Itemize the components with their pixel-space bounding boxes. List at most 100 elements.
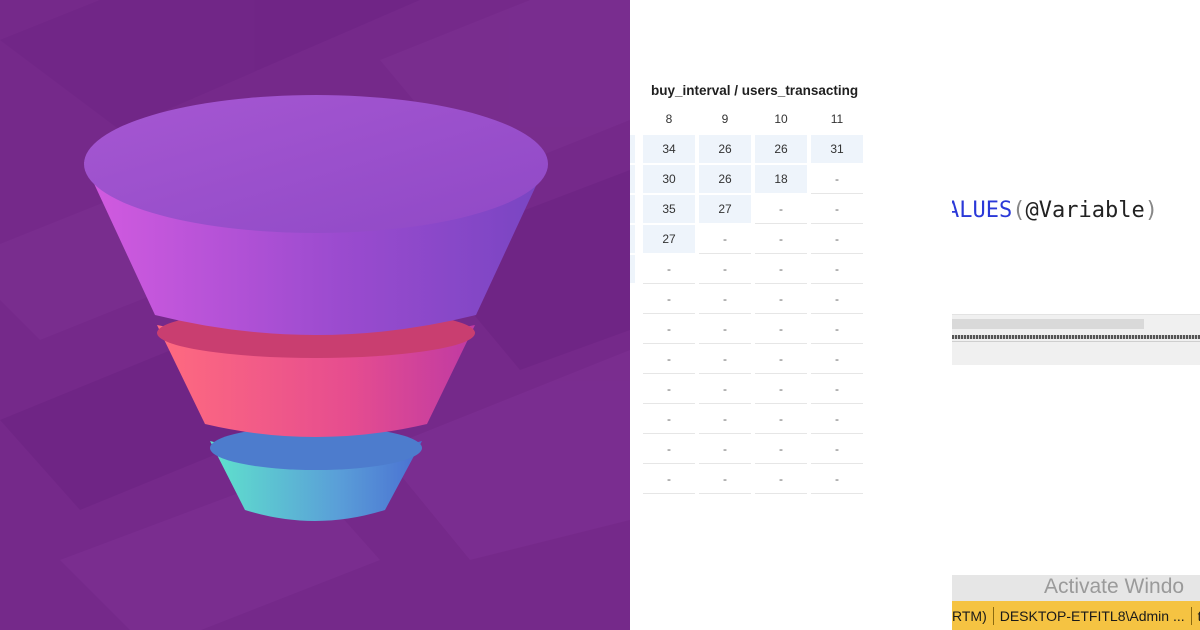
table-cell: - <box>755 285 807 314</box>
table-cell: - <box>811 465 863 494</box>
funnel-illustration <box>0 0 630 630</box>
row-edge <box>630 345 635 373</box>
table-cell: - <box>755 375 807 404</box>
scrollbar-thumb[interactable] <box>952 319 1144 329</box>
column-header[interactable]: 10 <box>774 112 788 126</box>
table-cell: - <box>699 285 751 314</box>
status-trailing: t <box>1197 607 1200 624</box>
column-header[interactable]: 11 <box>830 112 844 126</box>
table-cell: 27 <box>699 195 751 223</box>
status-separator <box>1190 607 1192 626</box>
funnel-graphic <box>0 0 630 630</box>
table-cell: - <box>699 315 751 344</box>
table-cell: - <box>643 465 695 494</box>
table-cell: - <box>811 435 863 464</box>
table-cell: - <box>811 255 863 284</box>
table-cell: - <box>811 195 863 224</box>
table-cell: - <box>643 345 695 374</box>
table-cell: - <box>755 435 807 464</box>
activate-windows-watermark: Activate Windo <box>1044 575 1185 598</box>
splitter-line[interactable] <box>952 335 1200 339</box>
table-cell: 27 <box>643 225 695 253</box>
row-edge <box>630 135 635 163</box>
table-cell: - <box>755 255 807 284</box>
status-bar: RTM) DESKTOP-ETFITL8\Admin ... t <box>952 601 1200 630</box>
row-edge <box>630 285 635 313</box>
table-cell: 30 <box>643 165 695 193</box>
table-row: ---- <box>635 435 867 464</box>
table-title: buy_interval / users_transacting <box>651 83 859 98</box>
table-header-row: 8 9 10 11 <box>635 105 867 133</box>
column-header[interactable]: 8 <box>665 112 673 126</box>
table-cell: - <box>755 195 807 224</box>
table-row: ---- <box>635 285 867 314</box>
table-cell: - <box>643 375 695 404</box>
table-cell: - <box>811 285 863 314</box>
row-edge <box>630 435 635 463</box>
table-cell: - <box>755 225 807 254</box>
background-pattern <box>0 0 630 630</box>
table-cell: 34 <box>643 135 695 163</box>
table-cell: - <box>811 375 863 404</box>
close-paren: ) <box>1144 198 1158 223</box>
table-cell: 18 <box>755 165 807 193</box>
table-row: ---- <box>635 405 867 434</box>
table-cell: - <box>643 405 695 434</box>
table-cell: - <box>699 375 751 404</box>
row-edge <box>630 165 635 193</box>
table-cell: - <box>755 405 807 434</box>
table-cell: 31 <box>811 135 863 163</box>
table-cell: 26 <box>699 135 751 163</box>
table-cell: - <box>811 345 863 374</box>
row-edge <box>630 225 635 253</box>
funnel-bottom-cap <box>210 426 422 470</box>
table-cell: - <box>699 405 751 434</box>
table-cell: - <box>699 225 751 254</box>
code-line[interactable]: ALUES(@Variable) <box>952 198 1158 223</box>
table-cell: - <box>811 315 863 344</box>
table-cell: - <box>643 435 695 464</box>
table-row: ---- <box>630 255 867 284</box>
table-cell: 26 <box>699 165 751 193</box>
status-version: RTM) <box>952 607 987 624</box>
table-row: ---- <box>635 375 867 404</box>
table-cell: - <box>755 465 807 494</box>
table-cell: - <box>643 315 695 344</box>
table-cell: - <box>699 465 751 494</box>
table-cell: - <box>755 345 807 374</box>
row-edge <box>630 465 635 493</box>
table-cell: - <box>811 225 863 254</box>
row-edge <box>630 195 635 223</box>
row-edge <box>630 405 635 433</box>
table-cell: - <box>699 255 751 284</box>
table-row: ---- <box>635 315 867 344</box>
row-edge <box>630 375 635 403</box>
table-row: 30 26 18- <box>630 165 867 194</box>
sql-keyword: ALUES <box>952 198 1013 223</box>
table-cell: - <box>811 405 863 434</box>
table-cell: - <box>699 345 751 374</box>
sql-editor-panel: ALUES(@Variable) Activate Windo RTM) DESK… <box>952 0 1200 630</box>
table-row: 35 27- - <box>630 195 867 224</box>
open-paren: ( <box>1012 198 1026 223</box>
table-cell: - <box>699 435 751 464</box>
divider <box>952 341 1200 342</box>
row-edge <box>630 315 635 343</box>
column-header[interactable]: 9 <box>721 112 729 126</box>
table-row: 34 26 26 31 <box>630 135 867 163</box>
horizontal-scrollbar[interactable] <box>952 314 1200 365</box>
row-edge <box>630 255 635 283</box>
cohort-table-panel: buy_interval / users_transacting 8 9 10 11 3… <box>630 0 952 630</box>
table-row: ---- <box>635 465 867 494</box>
table-cell: - <box>755 315 807 344</box>
status-separator <box>992 607 994 626</box>
table-row: ---- <box>635 345 867 374</box>
table-cell: 26 <box>755 135 807 163</box>
table-cell: - <box>643 255 695 284</box>
status-area: Activate Windo RTM) DESKTOP-ETFITL8\Admin… <box>952 575 1200 630</box>
funnel-top-cap <box>84 95 548 233</box>
table-cell: - <box>643 285 695 314</box>
table-cell: - <box>811 165 863 194</box>
status-server[interactable]: DESKTOP-ETFITL8\Admin ... <box>999 607 1185 624</box>
table-cell: 35 <box>643 195 695 223</box>
